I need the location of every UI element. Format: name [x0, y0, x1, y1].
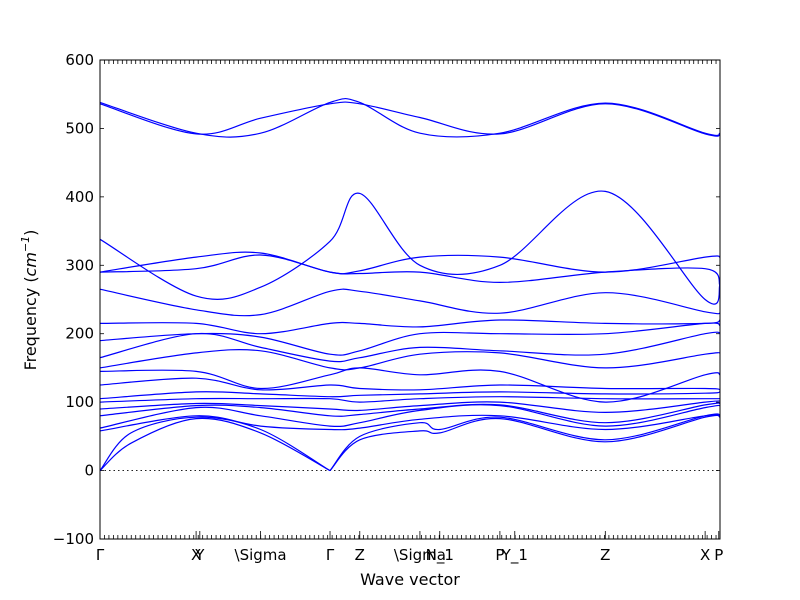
high-symmetry-label: Y_1 — [501, 546, 528, 565]
high-symmetry-label: X — [700, 546, 710, 564]
high-symmetry-label: Y — [194, 546, 205, 564]
high-symmetry-label: P — [495, 546, 504, 564]
band-line — [99, 416, 331, 472]
y-tick-label: 600 — [65, 51, 94, 69]
band-line — [99, 402, 721, 424]
band-line — [99, 417, 331, 472]
band-line — [329, 414, 721, 472]
band-line — [99, 404, 721, 429]
band-line — [99, 254, 721, 287]
y-tick-label: 200 — [65, 325, 94, 343]
band-line — [99, 348, 721, 371]
band-line — [99, 391, 721, 400]
band-line — [99, 414, 721, 432]
high-symmetry-label: N_1 — [426, 546, 454, 565]
band-line — [99, 396, 720, 403]
high-symmetry-label: Z — [600, 546, 610, 564]
band-line — [99, 97, 721, 138]
band-line — [99, 319, 721, 335]
y-tick-label: 400 — [65, 188, 94, 206]
y-axis-ticks: −100 0 100 200 300 400 500 600 — [53, 51, 720, 548]
y-axis-title: Frequency (cm−1) — [19, 230, 40, 371]
band-line — [99, 367, 721, 403]
high-symmetry-label: Z — [355, 546, 365, 564]
band-line — [99, 400, 721, 414]
phonon-bands — [99, 97, 721, 472]
y-tick-label: 0 — [84, 462, 94, 480]
high-symmetry-label: Γ — [326, 546, 335, 564]
band-line — [99, 288, 721, 317]
plot-frame — [99, 59, 721, 540]
high-symmetry-label: \Sigma — [235, 546, 287, 564]
y-tick-label: −100 — [53, 530, 94, 548]
band-line — [99, 190, 721, 305]
y-tick-label: 100 — [65, 393, 94, 411]
band-line — [99, 101, 721, 137]
y-axis-title-exponent: −1 — [19, 236, 32, 252]
y-tick-label: 500 — [65, 119, 94, 137]
y-axis-title-text: Frequency ( — [21, 276, 40, 370]
y-axis-title-unit: cm — [21, 252, 40, 276]
high-symmetry-label: X — [191, 546, 201, 564]
band-line — [99, 322, 721, 356]
band-line — [99, 377, 721, 391]
high-symmetry-label: Γ — [96, 546, 105, 564]
band-line — [99, 251, 721, 275]
high-symmetry-label: P — [714, 546, 723, 564]
y-tick-label: 300 — [65, 256, 94, 274]
x-axis-title: Wave vector — [360, 570, 460, 589]
band-line — [99, 331, 721, 363]
band-line — [329, 413, 721, 471]
high-symmetry-label: \Sigma — [394, 546, 446, 564]
y-axis-title-close: ) — [21, 230, 40, 236]
